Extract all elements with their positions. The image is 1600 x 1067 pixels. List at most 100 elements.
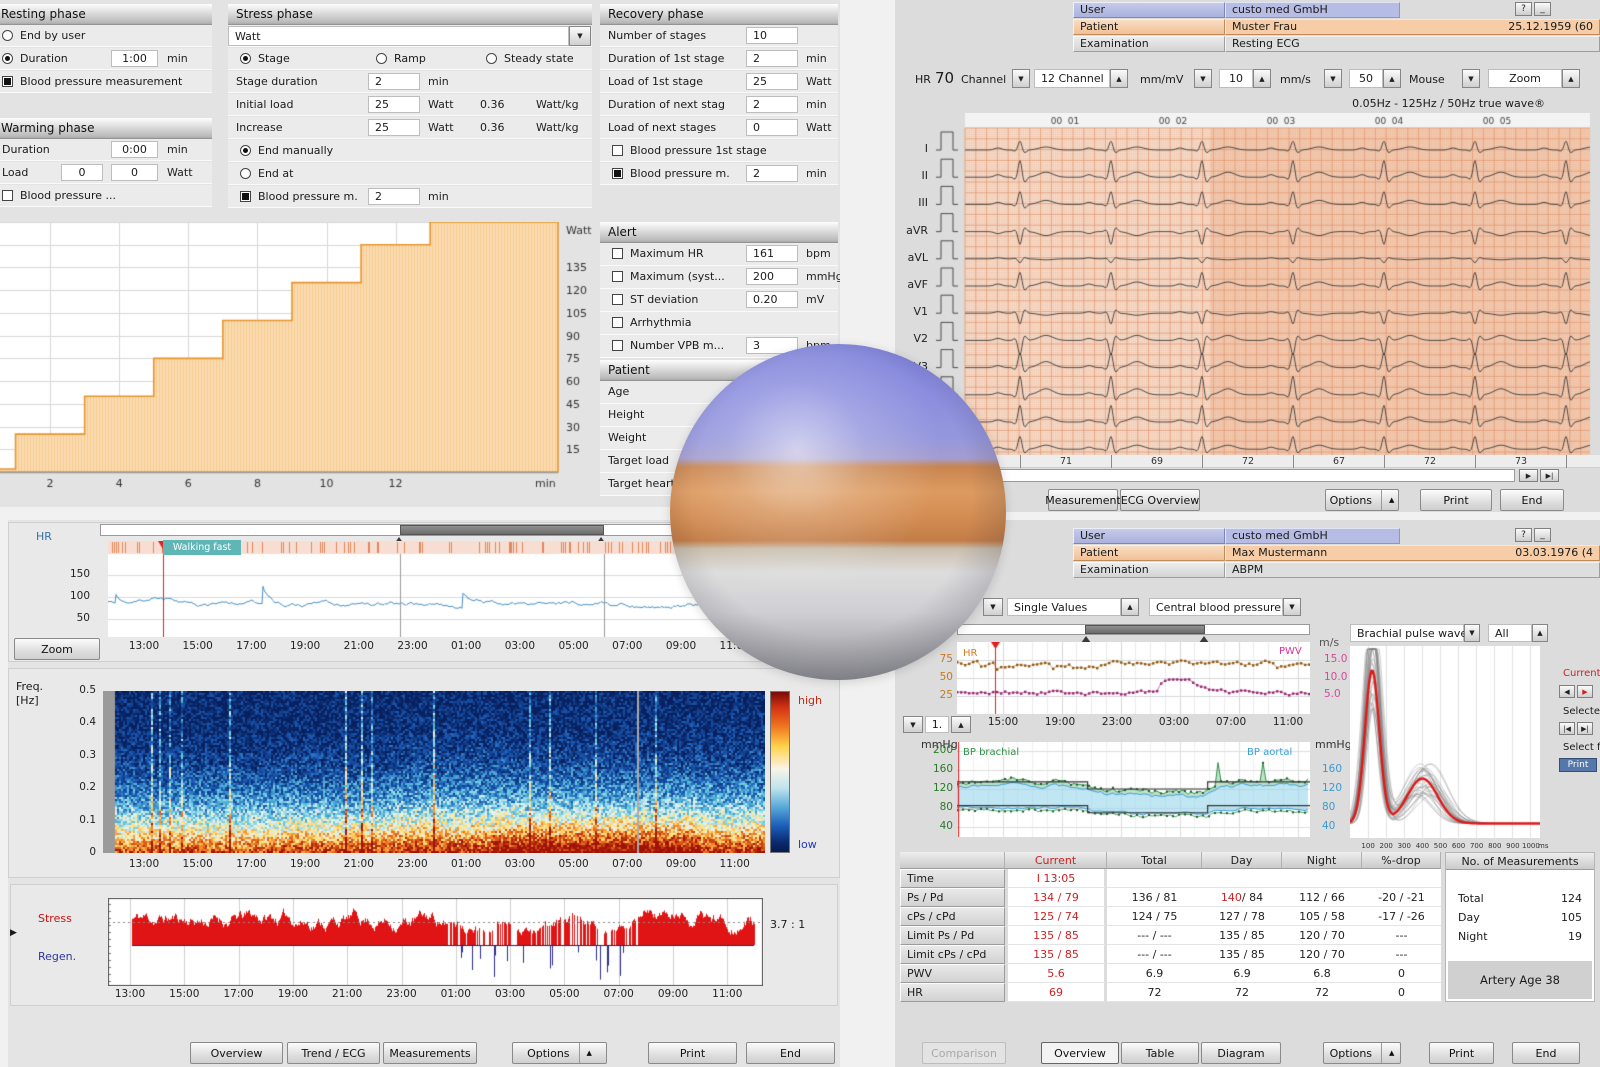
end-button[interactable]: End [1500, 489, 1564, 511]
radio-end-manually[interactable] [240, 145, 251, 156]
measurement-button[interactable]: Measurement [1045, 489, 1121, 511]
annotation-badge[interactable]: Walking fast [163, 540, 241, 555]
checkbox-warming-bp[interactable] [2, 190, 13, 201]
field-gain[interactable]: 10 [1219, 69, 1253, 88]
chevron-up-icon[interactable]: ▲ [1562, 69, 1580, 88]
zoom-range-marker-icon[interactable] [1081, 636, 1091, 643]
options-button[interactable]: Options ▲ [1323, 1042, 1401, 1064]
field-resting-duration[interactable]: 1:00 [111, 50, 158, 67]
field-speed[interactable]: 50 [1349, 69, 1383, 88]
chevron-down-icon[interactable]: ▼ [903, 716, 923, 733]
minimize-icon[interactable]: _ [1534, 2, 1551, 16]
ecg-overview-button[interactable]: ECG Overview [1120, 489, 1200, 511]
field-stage-duration[interactable]: 2 [368, 73, 420, 90]
ecg-scrollbar[interactable] [965, 469, 1515, 482]
load-profile-chart[interactable] [0, 222, 600, 505]
help-icon[interactable]: ? [1515, 528, 1532, 542]
chevron-up-icon[interactable]: ▲ [951, 716, 971, 733]
chevron-down-icon[interactable]: ▼ [983, 598, 1003, 616]
play-icon[interactable]: ▶ [10, 928, 17, 938]
checkbox-recovery-bp[interactable] [612, 168, 623, 179]
scroll-right-icon[interactable]: ▶ [1519, 469, 1538, 482]
trend-ecg-button[interactable]: Trend / ECG [287, 1042, 380, 1064]
pulse-wave-chart[interactable] [1350, 646, 1540, 838]
print-button[interactable]: Print [648, 1042, 737, 1064]
radio-steady-state[interactable] [486, 53, 497, 64]
select-protocol[interactable]: Watt [228, 26, 569, 46]
comparison-button[interactable]: Comparison [922, 1042, 1006, 1064]
select-zoom[interactable]: Zoom [1488, 69, 1562, 88]
select-pulse-filter[interactable]: All [1488, 624, 1532, 642]
help-icon[interactable]: ? [1515, 2, 1532, 16]
zoom-range-marker-icon[interactable] [394, 537, 404, 544]
select-channel[interactable]: 12 Channel [1034, 69, 1110, 88]
options-button[interactable]: Options ▲ [1325, 489, 1399, 511]
zoom-range-marker-icon[interactable] [596, 537, 606, 544]
end-button[interactable]: End [746, 1042, 835, 1064]
chevron-down-icon[interactable]: ▼ [1012, 69, 1030, 88]
checkbox-arrhythmia[interactable] [612, 317, 623, 328]
first-icon[interactable]: |◀ [1559, 722, 1575, 735]
checkbox-stress-bp[interactable] [240, 191, 251, 202]
radio-duration[interactable] [2, 53, 13, 64]
radio-ramp[interactable] [376, 53, 387, 64]
select-central-bp[interactable]: Central blood pressure [1149, 598, 1283, 616]
field-warming-load-1[interactable]: 0 [61, 164, 103, 181]
field-max-hr[interactable]: 161 [746, 245, 798, 262]
field-stress-bp-interval[interactable]: 2 [368, 188, 420, 205]
last-icon[interactable]: ▶| [1577, 722, 1593, 735]
chevron-down-icon[interactable]: ▼ [1462, 69, 1480, 88]
trend-scrollbar-thumb[interactable] [400, 525, 604, 535]
radio-end-by-user[interactable] [2, 30, 13, 41]
zoom-range-marker-icon[interactable] [1199, 636, 1209, 643]
print-button[interactable]: Print [1429, 1042, 1494, 1064]
checkbox-bp-measurement[interactable] [2, 76, 13, 87]
chevron-up-icon[interactable]: ▲ [1110, 69, 1128, 88]
field-increase[interactable]: 25 [368, 119, 420, 136]
end-button[interactable]: End [1512, 1042, 1580, 1064]
field-initial-load[interactable]: 25 [368, 96, 420, 113]
radio-stage[interactable] [240, 53, 251, 64]
select-pulse-wave[interactable]: Brachial pulse wave [1350, 624, 1467, 642]
field-number-of-stages[interactable]: 10 [746, 27, 798, 44]
zoom-button[interactable]: Zoom [14, 638, 100, 660]
next-icon[interactable]: ▶ [1577, 685, 1593, 698]
chevron-up-icon[interactable]: ▲ [1253, 69, 1271, 88]
chevron-down-icon[interactable]: ▼ [1283, 598, 1301, 616]
checkbox-st-deviation[interactable] [612, 294, 623, 305]
field-day-index[interactable]: 1. [925, 716, 949, 733]
chevron-down-icon[interactable]: ▼ [1324, 69, 1342, 88]
prev-icon[interactable]: ◀ [1559, 685, 1575, 698]
diagram-button[interactable]: Diagram [1201, 1042, 1281, 1064]
checkbox-bp-1st-stage[interactable] [612, 145, 623, 156]
checkbox-max-hr[interactable] [612, 248, 623, 259]
field-max-syst[interactable]: 200 [746, 268, 798, 285]
print-button[interactable]: Print [1420, 489, 1492, 511]
overview-button[interactable]: Overview [1041, 1042, 1119, 1064]
field-number-vpb[interactable]: 3 [746, 337, 798, 354]
chevron-up-icon[interactable]: ▲ [1121, 598, 1139, 616]
field-load-1st-stage[interactable]: 25 [746, 73, 798, 90]
field-warming-duration[interactable]: 0:00 [111, 141, 158, 158]
abpm-scrollbar-thumb[interactable] [1085, 625, 1205, 634]
checkbox-max-syst[interactable] [612, 271, 623, 282]
chevron-down-icon[interactable]: ▼ [569, 26, 591, 46]
scroll-end-icon[interactable]: ▶| [1540, 469, 1559, 482]
chevron-up-icon[interactable]: ▲ [1532, 624, 1548, 642]
chevron-down-icon[interactable]: ▼ [1194, 69, 1212, 88]
field-st-deviation[interactable]: 0.20 [746, 291, 798, 308]
measurements-button[interactable]: Measurements [383, 1042, 477, 1064]
field-load-next-stages[interactable]: 0 [746, 119, 798, 136]
field-duration-1st-stage[interactable]: 2 [746, 50, 798, 67]
chevron-up-icon[interactable]: ▲ [1383, 69, 1401, 88]
select-single-values[interactable]: Single Values [1007, 598, 1121, 616]
options-button[interactable]: Options ▲ [512, 1042, 607, 1064]
stress-regen-chart[interactable] [108, 898, 763, 986]
chevron-up-icon[interactable]: ▲ [1381, 1043, 1394, 1063]
field-duration-next-stages[interactable]: 2 [746, 96, 798, 113]
hr-pwv-chart[interactable] [957, 642, 1310, 714]
bp-trend-chart[interactable] [957, 742, 1310, 837]
field-warming-load-2[interactable]: 0 [111, 164, 158, 181]
chevron-up-icon[interactable]: ▲ [1381, 490, 1394, 510]
overview-button[interactable]: Overview [190, 1042, 283, 1064]
